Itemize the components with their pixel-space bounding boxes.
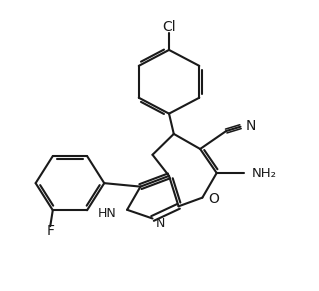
Text: F: F [46, 224, 54, 238]
Text: HN: HN [98, 207, 117, 220]
Text: O: O [209, 192, 219, 206]
Text: N: N [246, 118, 256, 132]
Text: N: N [156, 217, 165, 230]
Text: Cl: Cl [162, 20, 176, 34]
Text: NH₂: NH₂ [252, 166, 277, 180]
